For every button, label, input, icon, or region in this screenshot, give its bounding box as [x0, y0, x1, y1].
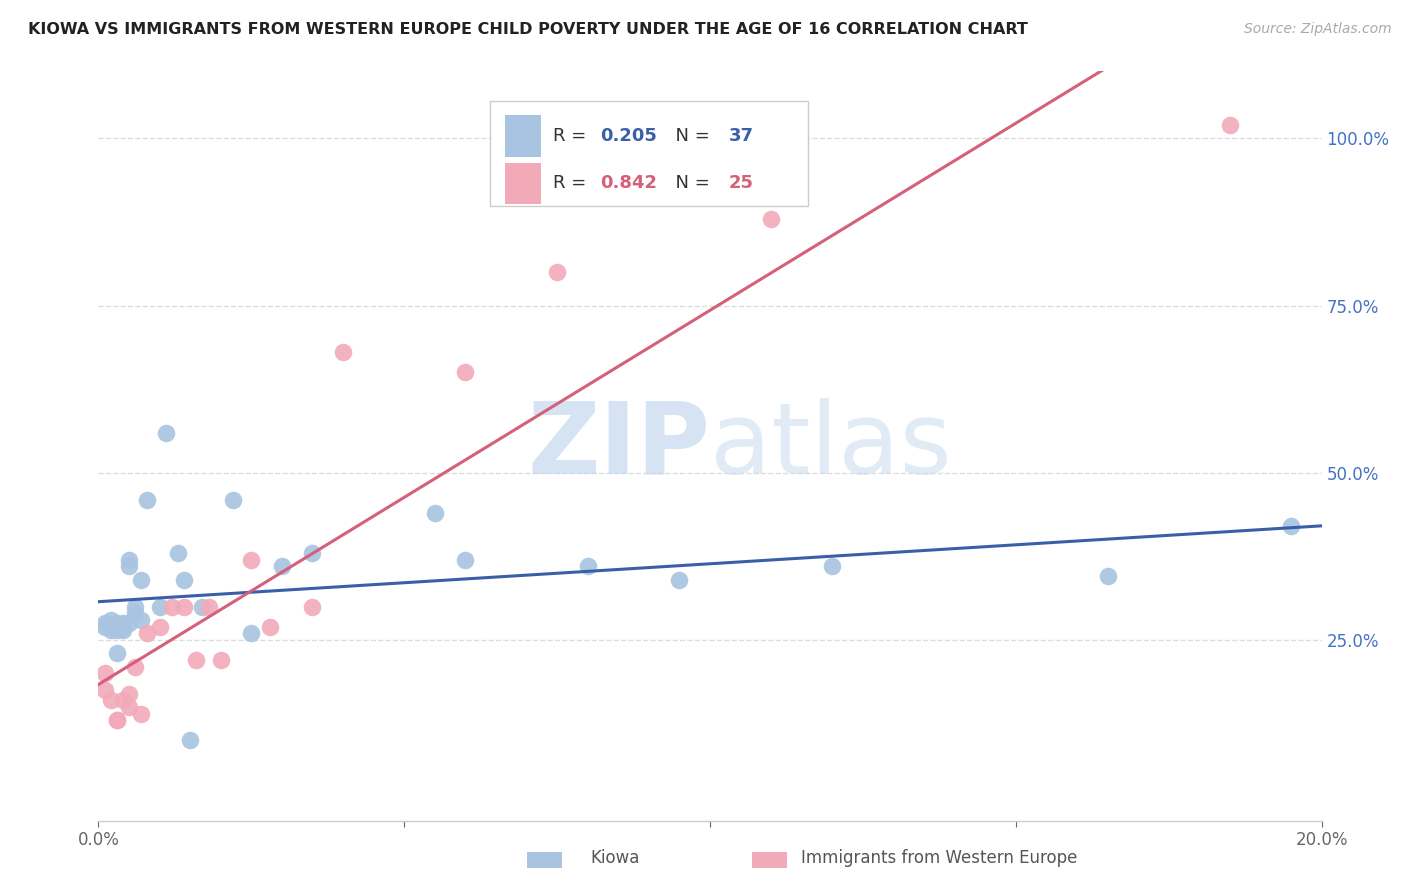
- Point: [301, 599, 323, 614]
- Point: [93, 683, 115, 698]
- Point: [93, 666, 115, 681]
- Text: R =: R =: [554, 127, 592, 145]
- Text: KIOWA VS IMMIGRANTS FROM WESTERN EUROPE CHILD POVERTY UNDER THE AGE OF 16 CORREL: KIOWA VS IMMIGRANTS FROM WESTERN EUROPE …: [28, 22, 1028, 37]
- Point: [105, 616, 128, 631]
- Point: [423, 506, 446, 520]
- Point: [454, 553, 477, 567]
- Point: [105, 620, 128, 634]
- Point: [100, 623, 122, 637]
- Point: [1219, 118, 1241, 132]
- Point: [179, 733, 201, 747]
- Point: [118, 559, 141, 574]
- Point: [191, 599, 214, 614]
- Point: [160, 599, 183, 614]
- Point: [270, 559, 292, 574]
- Point: [222, 492, 245, 507]
- Point: [124, 607, 146, 621]
- FancyBboxPatch shape: [505, 115, 541, 157]
- Point: [821, 559, 844, 574]
- Point: [759, 211, 782, 226]
- Point: [124, 660, 146, 674]
- Point: [149, 599, 172, 614]
- Point: [118, 553, 141, 567]
- Text: Kiowa: Kiowa: [591, 849, 640, 867]
- Point: [100, 620, 122, 634]
- Point: [173, 599, 195, 614]
- Point: [197, 599, 219, 614]
- Text: R =: R =: [554, 174, 592, 192]
- Point: [100, 613, 122, 627]
- Point: [105, 623, 128, 637]
- Point: [100, 693, 122, 707]
- Point: [124, 599, 146, 614]
- Text: N =: N =: [664, 127, 716, 145]
- Point: [136, 626, 159, 640]
- Point: [209, 653, 232, 667]
- Point: [149, 620, 172, 634]
- Point: [111, 623, 134, 637]
- Point: [105, 714, 128, 728]
- FancyBboxPatch shape: [489, 102, 808, 206]
- Point: [240, 626, 263, 640]
- Point: [111, 693, 134, 707]
- Point: [173, 573, 195, 587]
- Text: atlas: atlas: [710, 398, 952, 494]
- Text: N =: N =: [664, 174, 716, 192]
- Point: [301, 546, 323, 560]
- Point: [118, 687, 141, 701]
- Text: 25: 25: [728, 174, 754, 192]
- Point: [155, 425, 177, 440]
- Point: [1097, 569, 1119, 583]
- Point: [129, 613, 152, 627]
- Text: Source: ZipAtlas.com: Source: ZipAtlas.com: [1244, 22, 1392, 37]
- Point: [167, 546, 190, 560]
- Point: [118, 700, 141, 714]
- Text: 0.205: 0.205: [600, 127, 657, 145]
- Point: [93, 620, 115, 634]
- Point: [105, 646, 128, 660]
- Point: [136, 492, 159, 507]
- Text: 0.842: 0.842: [600, 174, 657, 192]
- Point: [240, 553, 263, 567]
- Text: ZIP: ZIP: [527, 398, 710, 494]
- Point: [546, 265, 568, 279]
- Point: [186, 653, 208, 667]
- FancyBboxPatch shape: [505, 162, 541, 203]
- Point: [332, 345, 354, 359]
- Point: [668, 573, 690, 587]
- Point: [111, 616, 134, 631]
- Point: [576, 559, 599, 574]
- Point: [454, 366, 477, 380]
- Point: [129, 706, 152, 721]
- Point: [105, 714, 128, 728]
- Point: [1279, 519, 1302, 533]
- Point: [129, 573, 152, 587]
- Point: [118, 616, 141, 631]
- Text: 37: 37: [728, 127, 754, 145]
- Point: [259, 620, 281, 634]
- Point: [111, 620, 134, 634]
- Text: Immigrants from Western Europe: Immigrants from Western Europe: [801, 849, 1078, 867]
- Point: [93, 616, 115, 631]
